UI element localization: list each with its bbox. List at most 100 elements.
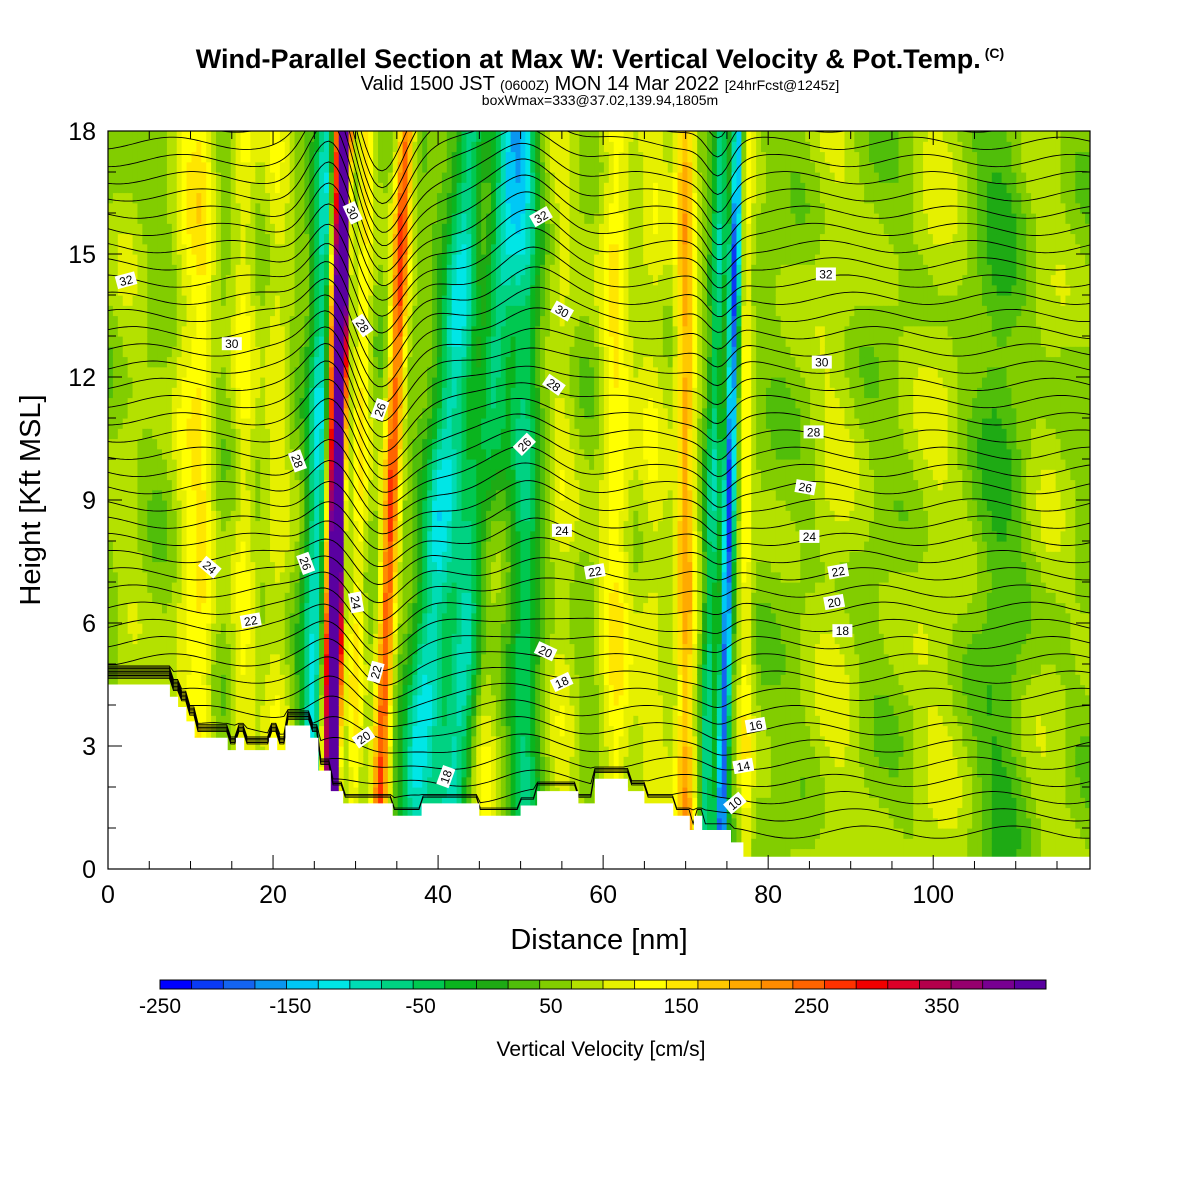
- w-cell: [220, 192, 227, 204]
- w-cell: [338, 264, 345, 276]
- w-cell: [245, 243, 251, 255]
- w-cell: [284, 356, 291, 368]
- w-cell: [343, 172, 350, 183]
- w-cell: [436, 530, 443, 542]
- w-cell: [382, 131, 389, 142]
- w-cell: [122, 172, 129, 183]
- w-cell: [348, 479, 355, 491]
- w-cell: [441, 500, 448, 511]
- w-cell: [427, 151, 433, 163]
- w-cell: [157, 387, 163, 399]
- w-cell: [157, 541, 163, 552]
- w-cell: [127, 254, 134, 265]
- w-cell: [171, 510, 178, 522]
- w-cell: [299, 438, 305, 450]
- w-cell: [260, 192, 266, 204]
- w-cell: [412, 797, 418, 809]
- w-cell: [446, 684, 453, 696]
- w-cell: [240, 325, 247, 337]
- w-cell: [353, 694, 360, 706]
- w-cell: [216, 448, 222, 460]
- w-cell: [265, 602, 271, 614]
- w-cell: [378, 131, 384, 142]
- w-cell: [417, 684, 423, 696]
- w-cell: [206, 500, 212, 511]
- w-cell: [137, 602, 143, 614]
- w-cell: [289, 479, 296, 491]
- w-cell: [304, 664, 310, 675]
- w-cell: [319, 643, 325, 655]
- w-cell: [176, 428, 183, 440]
- w-cell: [328, 756, 335, 768]
- w-cell: [407, 653, 414, 665]
- w-cell: [225, 295, 232, 306]
- w-cell: [289, 305, 296, 317]
- w-cell: [338, 766, 345, 778]
- w-cell: [220, 305, 227, 317]
- w-cell: [348, 284, 355, 296]
- w-cell: [378, 366, 384, 378]
- w-cell: [274, 223, 281, 235]
- w-cell: [152, 438, 158, 450]
- w-cell: [432, 715, 438, 727]
- w-cell: [378, 377, 384, 388]
- w-cell: [186, 489, 193, 501]
- w-cell: [436, 295, 443, 306]
- w-cell: [235, 428, 242, 440]
- w-cell: [432, 172, 438, 183]
- w-cell: [343, 623, 350, 634]
- w-cell: [132, 623, 139, 634]
- w-cell: [294, 264, 301, 276]
- w-cell: [432, 479, 438, 491]
- w-cell: [142, 346, 148, 358]
- w-cell: [402, 387, 409, 399]
- w-cell: [196, 541, 202, 552]
- w-cell: [181, 653, 188, 665]
- w-cell: [206, 592, 212, 604]
- w-cell: [235, 264, 242, 276]
- w-cell: [176, 254, 183, 265]
- w-cell: [191, 418, 197, 429]
- w-cell: [270, 254, 276, 265]
- w-cell: [152, 674, 158, 686]
- w-cell: [250, 510, 256, 522]
- w-cell: [166, 510, 173, 522]
- w-cell: [171, 151, 178, 163]
- w-cell: [427, 213, 433, 224]
- w-cell: [108, 295, 114, 306]
- w-cell: [181, 469, 188, 481]
- w-cell: [422, 694, 428, 706]
- w-cell: [422, 612, 428, 624]
- w-cell: [240, 172, 247, 183]
- w-cell: [382, 213, 389, 224]
- w-cell: [382, 725, 389, 737]
- w-cell: [171, 274, 178, 286]
- w-cell: [402, 397, 409, 409]
- w-cell: [373, 448, 379, 460]
- w-cell: [358, 561, 364, 573]
- w-cell: [343, 284, 350, 296]
- w-cell: [324, 428, 330, 440]
- w-cell: [328, 551, 335, 563]
- w-cell: [338, 571, 345, 583]
- w-cell: [353, 725, 360, 737]
- w-cell: [220, 684, 227, 696]
- w-cell: [186, 479, 193, 491]
- w-cell: [348, 705, 355, 716]
- w-cell: [201, 592, 207, 604]
- w-cell: [157, 243, 163, 255]
- w-cell: [112, 592, 119, 604]
- w-cell: [368, 418, 374, 429]
- w-cell: [157, 674, 163, 686]
- w-cell: [324, 664, 330, 675]
- w-cell: [152, 254, 158, 265]
- w-cell: [348, 551, 355, 563]
- w-cell: [412, 653, 418, 665]
- w-cell: [417, 735, 423, 747]
- w-cell: [309, 213, 315, 224]
- w-cell: [382, 387, 389, 399]
- w-cell: [397, 582, 404, 593]
- w-cell: [338, 735, 345, 747]
- w-cell: [255, 510, 261, 522]
- w-cell: [363, 787, 369, 798]
